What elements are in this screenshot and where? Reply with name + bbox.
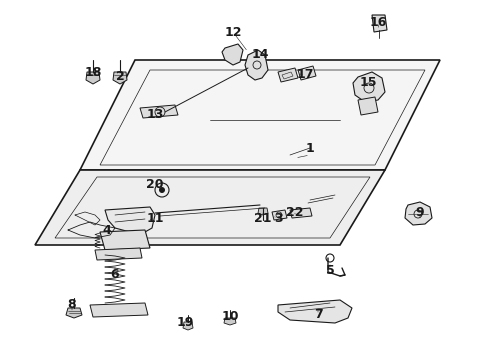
Polygon shape [66,308,82,318]
Polygon shape [372,15,387,32]
Circle shape [159,187,165,193]
Polygon shape [35,170,385,245]
Polygon shape [105,207,155,232]
Text: 8: 8 [68,298,76,311]
Text: 20: 20 [146,179,164,192]
Polygon shape [80,60,440,170]
Polygon shape [278,68,298,82]
Polygon shape [222,44,243,65]
Text: 22: 22 [286,207,304,220]
Text: 7: 7 [314,309,322,321]
Text: 16: 16 [369,15,387,28]
Text: 10: 10 [221,310,239,323]
Polygon shape [113,72,127,84]
Text: 14: 14 [251,49,269,62]
Polygon shape [86,72,100,84]
Polygon shape [90,303,148,317]
Polygon shape [358,97,378,115]
Polygon shape [298,66,316,80]
Text: 13: 13 [147,108,164,122]
Polygon shape [140,105,178,118]
Polygon shape [278,300,352,323]
Text: 12: 12 [224,26,242,39]
Text: 18: 18 [84,66,102,78]
Polygon shape [224,318,236,325]
Text: 9: 9 [416,207,424,220]
Text: 21: 21 [254,211,272,225]
Text: 5: 5 [326,264,334,276]
Text: 2: 2 [116,69,124,82]
Text: 15: 15 [359,76,377,89]
Polygon shape [95,248,142,260]
Text: 3: 3 [274,211,282,225]
Text: 4: 4 [102,225,111,238]
Text: 17: 17 [296,68,314,81]
Polygon shape [245,50,268,80]
Polygon shape [258,208,268,215]
Polygon shape [183,322,193,330]
Polygon shape [290,208,312,218]
Text: 1: 1 [306,141,315,154]
Polygon shape [100,230,150,250]
Text: 19: 19 [176,315,194,328]
Polygon shape [353,72,385,102]
Text: 11: 11 [146,211,164,225]
Polygon shape [272,210,287,220]
Text: 6: 6 [111,267,119,280]
Polygon shape [405,202,432,225]
